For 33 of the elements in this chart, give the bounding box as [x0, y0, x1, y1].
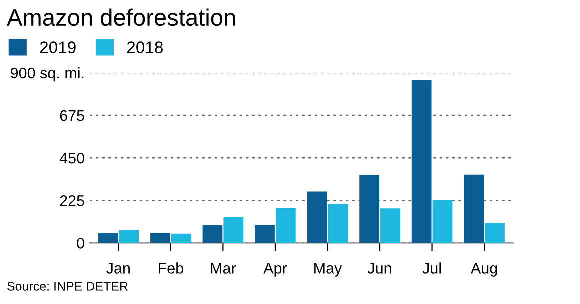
bar [255, 225, 275, 244]
bar [202, 225, 223, 244]
bar [412, 80, 432, 244]
bar [432, 200, 453, 244]
bar [485, 222, 505, 244]
bar [224, 217, 244, 244]
x-tick-label: Jun [368, 263, 392, 274]
legend-label: 2018 [127, 42, 163, 54]
y-tick-label: 0 [77, 238, 84, 249]
bar [276, 208, 296, 244]
x-tick-label: Mar [211, 263, 236, 274]
bar [328, 204, 348, 244]
source-note: Source: INPE DETER [8, 282, 128, 291]
bar [380, 208, 400, 244]
x-tick-label: Aug [470, 263, 498, 277]
bar [307, 192, 328, 244]
chart-title: Amazon deforestation [7, 8, 236, 26]
bar [360, 175, 380, 244]
legend-label: 2019 [40, 42, 76, 54]
bar [98, 233, 118, 244]
x-tick-label: Jul [422, 262, 442, 274]
y-tick-label: 225 [60, 196, 84, 206]
x-tick-label: Jan [106, 263, 130, 274]
x-tick-label: Apr [264, 263, 288, 277]
y-tick-label: 675 [60, 110, 84, 122]
y-tick-label: 900 sq. mi. [11, 67, 84, 82]
bar [119, 230, 140, 244]
bar [150, 234, 170, 244]
bar [464, 174, 484, 244]
y-tick-label: 450 [60, 152, 84, 164]
x-tick-label: May [314, 263, 342, 277]
bar [171, 234, 192, 244]
x-tick-label: Feb [159, 262, 184, 274]
